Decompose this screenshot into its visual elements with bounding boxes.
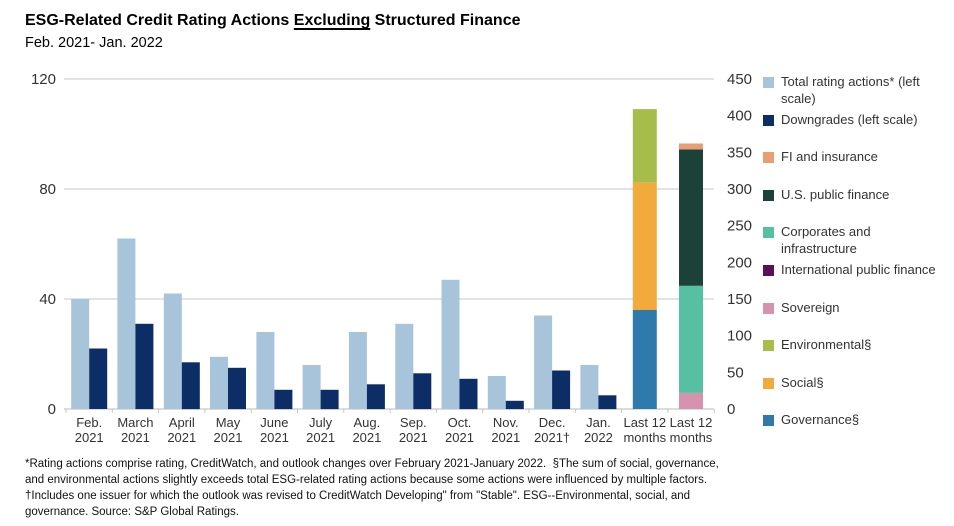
- legend: Total rating actions* (left scale) Downgr…: [763, 74, 954, 464]
- downgrades-bar: [274, 389, 293, 410]
- legend-swatch-icon: [763, 340, 774, 352]
- downgrades-bar: [413, 373, 432, 410]
- legend-swatch-icon: [763, 377, 774, 389]
- legend-item-international-public-finance: International public finance: [763, 262, 949, 279]
- legend-item-u-s-public-finance: U.S. public finance: [763, 187, 949, 204]
- legend-label: FI and insurance: [781, 149, 878, 165]
- legend-swatch-icon: [763, 415, 774, 427]
- x-axis-label: April 2021: [167, 415, 196, 445]
- page-title: ESG-Related Credit Rating Actions Exclud…: [25, 12, 520, 30]
- title-suffix: Structured Finance: [370, 12, 521, 29]
- legend-swatch-icon: [763, 265, 774, 276]
- legend-label: Downgrades (left scale): [781, 111, 918, 127]
- social-segment: [632, 182, 657, 310]
- legend-label: Sovereign: [781, 299, 840, 315]
- total-rating-actions-bar: [163, 293, 182, 409]
- left-axis-tick-label: 80: [39, 181, 56, 198]
- legend-item-environmental: Environmental§: [763, 337, 949, 354]
- environmental-segment: [632, 109, 657, 183]
- title-prefix: ESG-Related Credit Rating Actions: [25, 12, 294, 29]
- sovereign-segment: [679, 392, 703, 409]
- total-rating-actions-bar: [256, 332, 275, 409]
- x-axis-label: Nov. 2021: [491, 415, 520, 445]
- right-axis-tick-label: 200: [727, 254, 752, 271]
- right-axis-tick-label: 250: [727, 218, 752, 235]
- right-axis-tick-label: 150: [727, 291, 752, 308]
- legend-label: Governance§: [781, 412, 860, 428]
- x-axis-label: Jan. 2022: [584, 415, 613, 445]
- legend-item-fi-and-insurance: FI and insurance: [763, 149, 949, 166]
- right-axis-tick-label: 450: [727, 71, 752, 88]
- downgrades-bar: [89, 348, 108, 409]
- downgrades-bar: [320, 389, 339, 410]
- x-axis-label: Last 12 months: [623, 415, 666, 445]
- legend-item-total-rating-actions-left-scale: Total rating actions* (left scale): [763, 74, 949, 108]
- legend-swatch-icon: [763, 152, 774, 164]
- legend-label: International public finance: [781, 262, 936, 277]
- legend-item-social: Social§: [763, 375, 949, 392]
- downgrades-bar: [505, 400, 524, 410]
- right-axis-tick-label: 50: [727, 364, 744, 381]
- left-axis-tick-label: 120: [31, 71, 56, 88]
- title-underlined-word: Excluding: [293, 12, 371, 29]
- total-rating-actions-bar: [580, 365, 599, 409]
- x-axis-label: July 2021: [306, 415, 335, 445]
- downgrades-bar: [228, 367, 246, 410]
- legend-item-sovereign: Sovereign: [763, 300, 949, 317]
- right-axis-tick-label: 400: [727, 108, 752, 125]
- x-axis-label: Oct. 2021: [445, 415, 474, 445]
- x-axis-label: May 2021: [214, 415, 243, 445]
- total-rating-actions-bar: [534, 315, 553, 409]
- left-axis-tick-label: 0: [48, 401, 56, 418]
- x-axis-label: March 2021: [117, 415, 153, 445]
- total-rating-actions-bar: [395, 323, 414, 410]
- legend-swatch-icon: [763, 227, 774, 239]
- total-rating-actions-bar: [302, 365, 321, 409]
- corporates-and-infrastructure-segment: [679, 285, 703, 393]
- legend-swatch-icon: [763, 114, 774, 126]
- u-s-public-finance-segment: [679, 149, 703, 286]
- downgrades-bar: [366, 384, 385, 410]
- legend-label: Social§: [781, 374, 824, 390]
- legend-item-corporates-and-infrastructure: Corporates and infrastructure: [763, 224, 949, 258]
- legend-label: Total rating actions* (left scale): [781, 74, 920, 106]
- left-axis-tick-label: 40: [39, 291, 56, 308]
- downgrades-bar: [552, 370, 571, 409]
- fi-and-insurance-segment: [679, 143, 703, 150]
- right-axis-tick-label: 100: [727, 328, 752, 345]
- total-rating-actions-bar: [348, 332, 367, 409]
- total-rating-actions-bar: [71, 299, 90, 409]
- x-axis-label: Sep. 2021: [399, 415, 428, 445]
- legend-swatch-icon: [763, 77, 774, 88]
- x-axis-label: Aug. 2021: [352, 415, 381, 445]
- right-axis-tick-label: 0: [727, 401, 735, 418]
- downgrades-bar: [459, 378, 478, 410]
- right-axis-tick-label: 300: [727, 181, 752, 198]
- x-axis-label: Dec. 2021†: [534, 415, 570, 445]
- x-axis-label: Feb. 2021: [75, 415, 104, 445]
- downgrades-bar: [135, 323, 154, 410]
- x-axis-label: June 2021: [260, 415, 289, 445]
- legend-label: Corporates and infrastructure: [781, 224, 871, 257]
- total-rating-actions-bar: [441, 279, 460, 410]
- right-axis-tick-label: 350: [727, 144, 752, 161]
- legend-label: U.S. public finance: [781, 186, 890, 202]
- x-axis-label: Last 12 months: [670, 415, 713, 445]
- legend-label: Environmental§: [781, 337, 872, 353]
- downgrades-bar: [598, 395, 617, 410]
- downgrades-bar: [181, 362, 200, 410]
- total-rating-actions-bar: [487, 376, 506, 409]
- footnote: *Rating actions comprise rating, CreditW…: [25, 458, 722, 518]
- total-rating-actions-bar: [210, 356, 228, 410]
- legend-swatch-icon: [763, 189, 774, 201]
- total-rating-actions-bar: [117, 238, 136, 409]
- page-subtitle: Feb. 2021- Jan. 2022: [25, 35, 163, 51]
- legend-item-governance: Governance§: [763, 412, 949, 429]
- governance-segment: [632, 310, 657, 409]
- legend-swatch-icon: [763, 302, 774, 314]
- legend-item-downgrades-left-scale: Downgrades (left scale): [763, 112, 949, 129]
